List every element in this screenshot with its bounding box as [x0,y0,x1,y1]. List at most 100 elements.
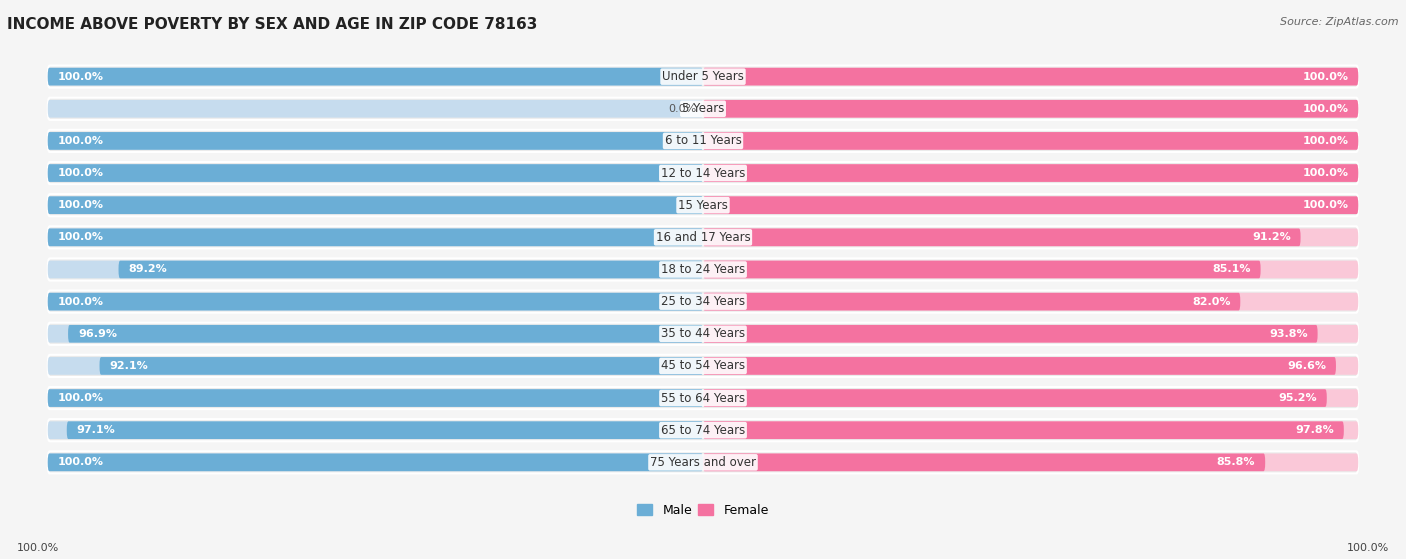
FancyBboxPatch shape [48,226,1358,248]
FancyBboxPatch shape [48,451,1358,473]
FancyBboxPatch shape [48,68,703,86]
FancyBboxPatch shape [48,291,1358,312]
FancyBboxPatch shape [48,229,703,246]
FancyBboxPatch shape [703,325,1358,343]
Text: 100.0%: 100.0% [58,457,104,467]
Text: 25 to 34 Years: 25 to 34 Years [661,295,745,308]
Text: 12 to 14 Years: 12 to 14 Years [661,167,745,179]
FancyBboxPatch shape [48,453,703,471]
Text: 6 to 11 Years: 6 to 11 Years [665,134,741,148]
FancyBboxPatch shape [48,194,1358,216]
FancyBboxPatch shape [48,132,703,150]
FancyBboxPatch shape [703,68,1358,86]
Text: 75 Years and over: 75 Years and over [650,456,756,469]
Text: 15 Years: 15 Years [678,198,728,212]
Text: 89.2%: 89.2% [128,264,167,274]
FancyBboxPatch shape [48,196,703,214]
Text: 5 Years: 5 Years [682,102,724,115]
FancyBboxPatch shape [48,419,1358,441]
FancyBboxPatch shape [100,357,703,375]
FancyBboxPatch shape [703,260,1358,278]
FancyBboxPatch shape [48,196,703,214]
FancyBboxPatch shape [48,355,1358,377]
Text: 100.0%: 100.0% [58,72,104,82]
FancyBboxPatch shape [48,258,1358,281]
Text: 0.0%: 0.0% [668,104,696,114]
FancyBboxPatch shape [48,98,1358,120]
Text: 100.0%: 100.0% [1302,136,1348,146]
Text: 91.2%: 91.2% [1251,233,1291,243]
FancyBboxPatch shape [48,453,703,471]
Text: INCOME ABOVE POVERTY BY SEX AND AGE IN ZIP CODE 78163: INCOME ABOVE POVERTY BY SEX AND AGE IN Z… [7,17,537,32]
FancyBboxPatch shape [703,389,1327,407]
FancyBboxPatch shape [703,260,1261,278]
FancyBboxPatch shape [118,260,703,278]
FancyBboxPatch shape [703,357,1336,375]
Text: 100.0%: 100.0% [17,543,59,553]
Text: 45 to 54 Years: 45 to 54 Years [661,359,745,372]
FancyBboxPatch shape [48,293,703,310]
Text: 93.8%: 93.8% [1270,329,1308,339]
Text: 96.9%: 96.9% [77,329,117,339]
Text: 100.0%: 100.0% [1302,72,1348,82]
FancyBboxPatch shape [703,196,1358,214]
Text: 96.6%: 96.6% [1286,361,1326,371]
Legend: Male, Female: Male, Female [633,499,773,522]
FancyBboxPatch shape [48,65,1358,88]
Text: 18 to 24 Years: 18 to 24 Years [661,263,745,276]
FancyBboxPatch shape [48,357,703,375]
FancyBboxPatch shape [703,389,1358,407]
FancyBboxPatch shape [48,100,703,117]
FancyBboxPatch shape [703,357,1358,375]
FancyBboxPatch shape [703,229,1358,246]
FancyBboxPatch shape [48,132,703,150]
FancyBboxPatch shape [48,389,703,407]
FancyBboxPatch shape [703,164,1358,182]
FancyBboxPatch shape [48,164,703,182]
FancyBboxPatch shape [703,100,1358,117]
FancyBboxPatch shape [703,453,1265,471]
FancyBboxPatch shape [703,196,1358,214]
Text: 92.1%: 92.1% [110,361,148,371]
FancyBboxPatch shape [703,132,1358,150]
FancyBboxPatch shape [66,421,703,439]
Text: 82.0%: 82.0% [1192,297,1230,307]
FancyBboxPatch shape [48,130,1358,152]
FancyBboxPatch shape [703,164,1358,182]
FancyBboxPatch shape [703,421,1344,439]
Text: 55 to 64 Years: 55 to 64 Years [661,391,745,405]
Text: Source: ZipAtlas.com: Source: ZipAtlas.com [1281,17,1399,27]
Text: 100.0%: 100.0% [58,136,104,146]
Text: 100.0%: 100.0% [58,168,104,178]
Text: 100.0%: 100.0% [1347,543,1389,553]
FancyBboxPatch shape [703,453,1358,471]
FancyBboxPatch shape [48,229,703,246]
Text: 16 and 17 Years: 16 and 17 Years [655,231,751,244]
Text: 100.0%: 100.0% [58,200,104,210]
Text: 65 to 74 Years: 65 to 74 Years [661,424,745,437]
Text: 100.0%: 100.0% [58,233,104,243]
FancyBboxPatch shape [703,68,1358,86]
Text: 95.2%: 95.2% [1278,393,1317,403]
Text: 85.8%: 85.8% [1216,457,1256,467]
FancyBboxPatch shape [48,260,703,278]
FancyBboxPatch shape [48,323,1358,345]
FancyBboxPatch shape [48,325,703,343]
Text: 85.1%: 85.1% [1212,264,1251,274]
FancyBboxPatch shape [48,389,703,407]
Text: 100.0%: 100.0% [58,297,104,307]
FancyBboxPatch shape [703,293,1240,310]
Text: 97.1%: 97.1% [76,425,115,435]
FancyBboxPatch shape [48,293,703,310]
FancyBboxPatch shape [703,325,1317,343]
FancyBboxPatch shape [48,421,703,439]
FancyBboxPatch shape [67,325,703,343]
FancyBboxPatch shape [48,164,703,182]
FancyBboxPatch shape [703,132,1358,150]
Text: 100.0%: 100.0% [58,393,104,403]
Text: Under 5 Years: Under 5 Years [662,70,744,83]
FancyBboxPatch shape [48,68,703,86]
Text: 100.0%: 100.0% [1302,200,1348,210]
Text: 100.0%: 100.0% [1302,104,1348,114]
FancyBboxPatch shape [703,293,1358,310]
